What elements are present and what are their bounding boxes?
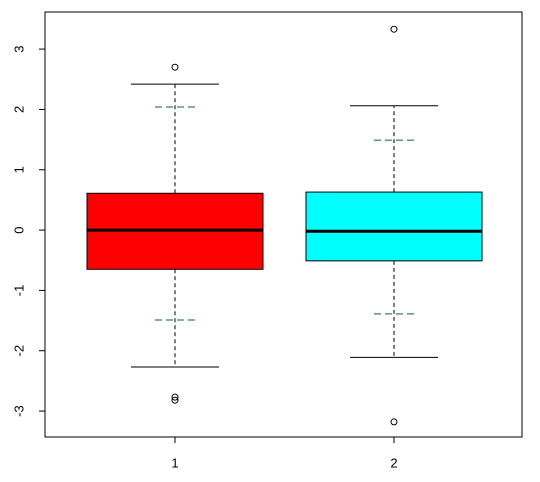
y-tick-label: 3 bbox=[11, 45, 26, 52]
plot-frame bbox=[44, 11, 523, 438]
x-tick-label: 2 bbox=[390, 455, 397, 470]
outlier bbox=[171, 393, 179, 401]
y-tick-label: 1 bbox=[11, 166, 26, 173]
outlier bbox=[171, 396, 179, 404]
y-tick-label: -1 bbox=[11, 285, 26, 297]
outlier bbox=[390, 418, 398, 426]
outlier bbox=[171, 63, 179, 71]
y-tick-label: 0 bbox=[11, 226, 26, 233]
outlier bbox=[390, 25, 398, 33]
x-tick-label: 1 bbox=[171, 455, 178, 470]
box bbox=[305, 191, 483, 262]
y-tick-label: -2 bbox=[11, 345, 26, 357]
y-tick-label: 2 bbox=[11, 106, 26, 113]
y-tick-label: -3 bbox=[11, 405, 26, 417]
